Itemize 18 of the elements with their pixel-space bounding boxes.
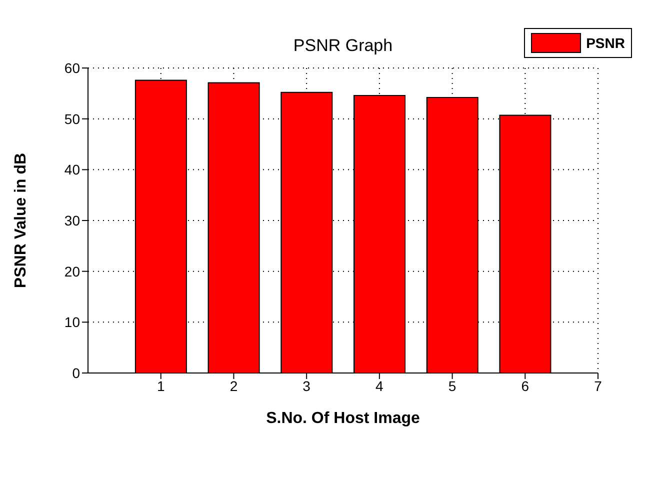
x-tick-label: 6 — [521, 378, 530, 394]
y-tick-label: 0 — [72, 364, 80, 381]
y-axis-title: PSNR Value in dB — [12, 152, 30, 288]
y-tick-label: 50 — [64, 110, 80, 127]
x-tick-label: 4 — [376, 378, 384, 394]
x-axis-title: S.No. Of Host Image — [266, 410, 420, 427]
y-tick-label: 20 — [64, 263, 80, 280]
x-tick-label: 1 — [156, 378, 165, 394]
x-tick-label: 5 — [448, 378, 456, 394]
chart-title: PSNR Graph — [293, 36, 393, 55]
y-tick-label: 60 — [64, 60, 80, 76]
x-tick-label: 2 — [230, 378, 238, 394]
x-tick-label: 3 — [302, 378, 311, 394]
y-tick-label: 40 — [64, 162, 80, 178]
x-tick-label: 7 — [594, 378, 602, 394]
y-tick-label: 30 — [64, 212, 80, 228]
legend-label: PSNR — [586, 35, 625, 51]
y-tick-label: 10 — [64, 314, 80, 330]
